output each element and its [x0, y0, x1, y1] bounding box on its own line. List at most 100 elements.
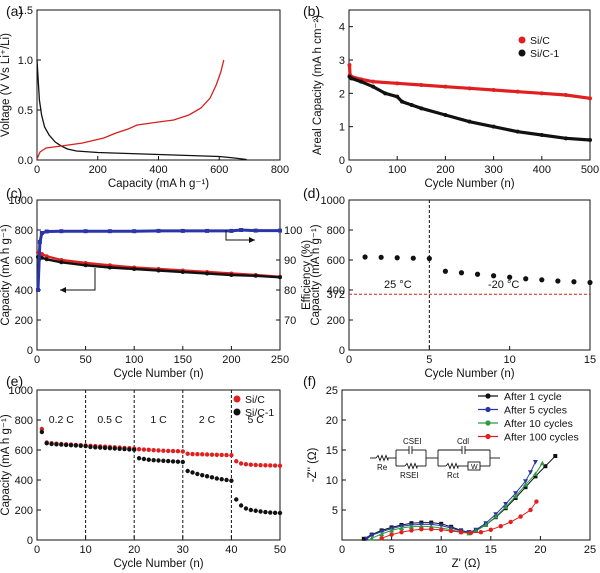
- data-point: [467, 119, 472, 124]
- legend-label: After 5 cycles: [504, 405, 567, 417]
- rate-label: 5 C: [248, 414, 265, 426]
- x-tick-label: 5: [426, 354, 432, 366]
- legend-label: After 10 cycles: [504, 418, 573, 430]
- data-point: [161, 458, 166, 463]
- data-point: [272, 463, 278, 468]
- data-point: [400, 99, 405, 104]
- y-axis-label: Voltage (V Vs Li⁺/Li): [0, 33, 12, 137]
- data-point: [243, 506, 249, 511]
- legend-marker: [233, 408, 241, 416]
- data-point: [503, 502, 509, 507]
- x-tick-label: 10: [504, 354, 516, 366]
- data-point: [248, 507, 254, 513]
- data-point: [234, 497, 239, 502]
- data-point: [467, 86, 472, 91]
- annotation-25c: 25 °C: [384, 279, 412, 291]
- arrow-head-left: [60, 287, 66, 293]
- panel-letter-d: (d): [303, 185, 320, 201]
- data-point: [39, 429, 45, 435]
- panel-letter-f: (f): [303, 373, 316, 389]
- data-point: [571, 279, 577, 285]
- data-point: [539, 133, 544, 137]
- x-tick-label: 20: [534, 544, 546, 556]
- data-point: [175, 459, 181, 464]
- data-point: [229, 273, 234, 277]
- x-tick-label: 600: [210, 164, 228, 176]
- data-point: [409, 103, 414, 107]
- plot-frame: [341, 389, 591, 541]
- data-point: [523, 485, 528, 490]
- x-tick-label: 200: [222, 354, 240, 366]
- series-line-discharge: [36, 59, 247, 161]
- data-point: [195, 452, 200, 457]
- y-tick-label: 15: [326, 445, 338, 457]
- arrow-to-right-axis: [225, 230, 255, 241]
- data-point: [132, 229, 137, 234]
- data-point: [563, 136, 568, 141]
- data-point: [107, 446, 113, 451]
- data-point: [253, 462, 258, 468]
- rate-label: 0.2 C: [49, 414, 75, 426]
- data-point: [97, 445, 103, 450]
- data-point: [224, 452, 229, 458]
- series-band-Si/C-1: [348, 75, 591, 142]
- data-point: [146, 457, 151, 462]
- y-tick-label: 0: [27, 345, 33, 357]
- data-point: [239, 228, 244, 232]
- data-point: [439, 527, 444, 532]
- data-point: [78, 443, 83, 448]
- y-tick-label: 1.0: [18, 55, 33, 67]
- data-point: [488, 527, 493, 532]
- y-axis-label: Capacity (mA h g⁻¹): [0, 414, 12, 515]
- x-tick-label: 0: [346, 354, 352, 366]
- panel-letter-c: (c): [6, 185, 22, 201]
- data-point: [458, 530, 464, 535]
- series-line-After 5 cycles: [366, 461, 536, 540]
- data-point: [59, 229, 64, 234]
- x-tick-label: 100: [125, 354, 143, 366]
- data-point: [278, 228, 282, 233]
- data-point: [263, 463, 268, 468]
- data-point: [533, 474, 538, 479]
- y-tick-label: 800: [15, 415, 33, 427]
- data-point: [39, 255, 44, 260]
- data-point: [379, 536, 384, 541]
- x-tick-label: 0: [346, 164, 352, 176]
- data-point: [248, 462, 254, 467]
- data-point: [243, 462, 249, 467]
- data-point: [229, 228, 234, 233]
- data-point: [93, 445, 98, 450]
- y-tick-label: 3: [339, 55, 345, 67]
- data-point: [555, 278, 561, 284]
- data-point: [478, 530, 484, 535]
- data-point: [395, 81, 400, 86]
- y-tick-label: 0.0: [18, 155, 33, 167]
- data-point: [83, 263, 88, 268]
- data-point: [204, 452, 210, 457]
- x-tick-label: 300: [484, 164, 502, 176]
- data-point: [518, 514, 523, 519]
- data-point: [122, 446, 127, 452]
- rate-label: 2 C: [199, 414, 216, 426]
- data-point: [493, 514, 499, 519]
- panel-e: 0 10 20 30 40 50 0 200 400 600 800 1000 Cycle Number…: [0, 385, 286, 570]
- legend-label: After 1 cycle: [504, 391, 562, 403]
- data-point: [507, 274, 513, 280]
- y-tick-label: 5: [332, 505, 338, 517]
- y-tick-label: 1000: [9, 195, 33, 207]
- y-tick-label: 600: [327, 255, 345, 267]
- data-point: [588, 96, 592, 101]
- data-point: [418, 523, 424, 529]
- data-point: [107, 265, 112, 270]
- data-point: [180, 270, 185, 274]
- data-point: [117, 446, 122, 451]
- label-w: W: [471, 464, 478, 471]
- data-point: [349, 76, 354, 81]
- data-point: [175, 449, 181, 454]
- legend-label: Si/C: [530, 35, 550, 47]
- data-point: [268, 463, 273, 468]
- data-point: [132, 267, 137, 271]
- x-tick-label: 25: [584, 544, 596, 556]
- data-point: [379, 531, 385, 536]
- data-point: [263, 509, 268, 515]
